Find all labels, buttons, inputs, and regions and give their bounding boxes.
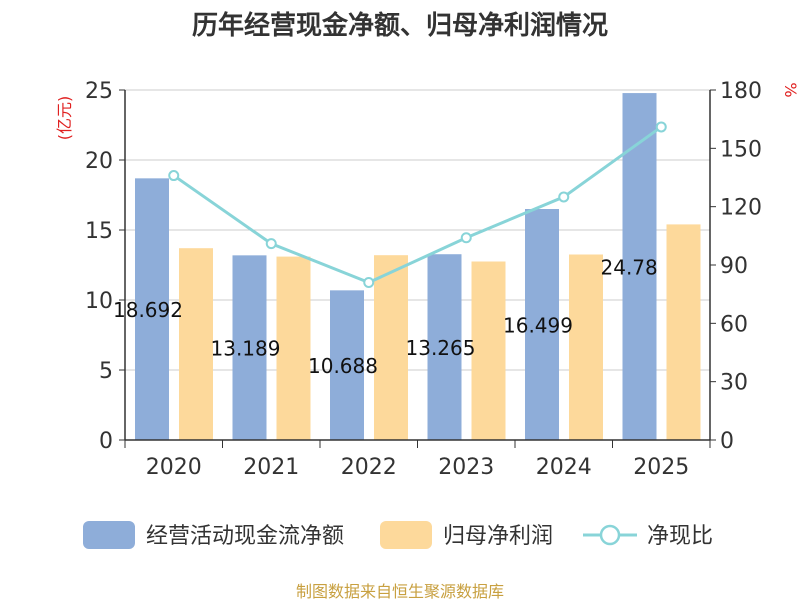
right-axis-tick-label: 0: [720, 429, 734, 454]
right-axis-tick-label: 120: [720, 196, 762, 221]
bar-cash-flow: [135, 178, 169, 440]
right-axis-tick-label: 60: [720, 312, 748, 337]
right-axis-tick-label: 90: [720, 254, 748, 279]
left-axis-tick-label: 10: [85, 289, 113, 314]
legend-label-cash-flow: 经营活动现金流净额: [146, 524, 344, 549]
bar-net-profit: [666, 224, 701, 440]
right-axis-unit: %: [781, 82, 800, 97]
grid-lines: [125, 89, 710, 371]
ratio-point: [265, 238, 277, 250]
x-axis-category-label: 2025: [633, 455, 689, 480]
left-axis-tick-label: 5: [99, 359, 113, 384]
x-axis-category-label: 2020: [146, 455, 202, 480]
data-labels: 18.692 13.189 10.688 13.265 16.499 24.78: [113, 256, 658, 379]
bar-net-profit: [276, 256, 311, 440]
bars: [135, 93, 701, 440]
footer-source: 制图数据来自恒生聚源数据库: [296, 582, 504, 600]
ratio-point: [363, 277, 375, 288]
ratio-point: [558, 191, 570, 203]
chart-title: 历年经营现金净额、归母净利润情况: [192, 10, 608, 41]
left-axis-tick-label: 15: [85, 219, 113, 244]
legend-label-ratio: 净现比: [647, 524, 713, 549]
data-label-cash-flow: 13.265: [406, 336, 476, 360]
legend-marker-ratio: [599, 524, 621, 546]
left-axis-tick-label: 25: [85, 79, 113, 104]
bar-cash-flow: [330, 290, 364, 440]
right-axis-tick-label: 30: [720, 371, 748, 396]
data-label-cash-flow: 24.78: [601, 256, 658, 280]
bar-cash-flow: [427, 254, 462, 440]
bar-net-profit: [471, 261, 506, 440]
x-axis-category-label: 2023: [438, 455, 494, 480]
legend-swatch-cash-flow: [83, 521, 135, 549]
legend-label-net-profit: 归母净利润: [443, 524, 553, 549]
ratio-point: [168, 170, 180, 182]
x-axis-category-label: 2021: [243, 455, 299, 480]
bar-cash-flow: [232, 255, 267, 440]
bar-cash-flow: [525, 209, 559, 440]
data-label-cash-flow: 18.692: [113, 298, 183, 322]
legend-swatch-net-profit: [380, 521, 432, 549]
legend: 经营活动现金流净额 归母净利润 净现比: [83, 521, 713, 549]
data-label-cash-flow: 13.189: [211, 337, 281, 361]
bar-net-profit: [374, 255, 408, 440]
left-axis-tick-label: 20: [85, 149, 113, 174]
ratio-point: [655, 121, 667, 133]
left-axis-tick-label: 0: [99, 429, 113, 454]
x-axis-category-label: 2022: [341, 455, 397, 480]
right-axis-tick-label: 150: [720, 137, 762, 162]
right-axis-tick-label: 180: [720, 79, 762, 104]
bar-net-profit: [179, 248, 213, 440]
x-axis-category-label: 2024: [536, 455, 592, 480]
bar-net-profit: [569, 254, 603, 440]
ratio-point: [460, 232, 472, 244]
left-axis-unit: (亿元): [55, 96, 74, 141]
ratio-line: [168, 121, 667, 288]
data-label-cash-flow: 16.499: [503, 314, 573, 338]
data-label-cash-flow: 10.688: [308, 354, 378, 378]
ratio-line-path: [172, 125, 663, 285]
